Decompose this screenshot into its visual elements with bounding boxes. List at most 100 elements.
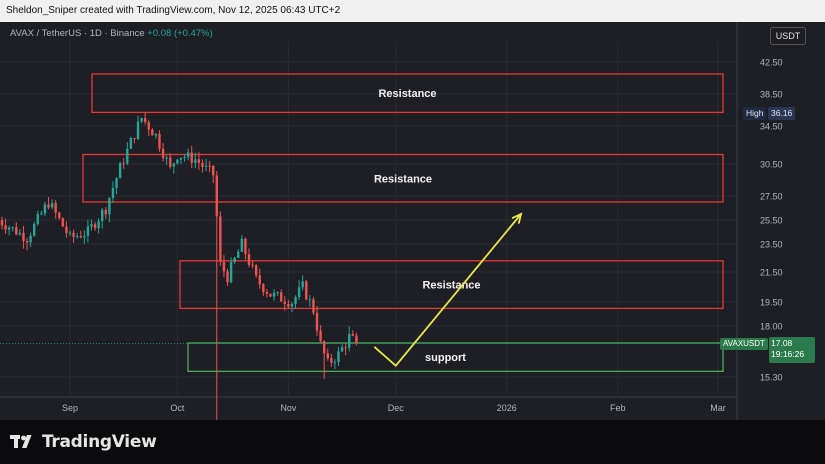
candle-body — [72, 232, 75, 237]
candle-body — [11, 227, 14, 229]
tradingview-logo[interactable]: TradingView — [10, 432, 157, 452]
candle-body — [237, 251, 240, 258]
candle-body — [344, 347, 347, 349]
y-tick-label: 30.50 — [760, 160, 783, 170]
candle-body — [219, 216, 222, 262]
candle-body — [115, 178, 118, 188]
y-tick-label: 21.50 — [760, 268, 783, 278]
candle-body — [290, 303, 294, 307]
last-price: 17.08 — [771, 338, 793, 348]
candle-body — [283, 301, 286, 305]
candle-body — [340, 347, 344, 352]
candle-body — [262, 284, 265, 293]
candle-body — [22, 232, 25, 241]
y-tick-label: 25.50 — [760, 216, 783, 226]
footer — [0, 420, 825, 464]
candle-body — [140, 118, 143, 122]
y-tick-label: 42.50 — [760, 58, 783, 68]
candle-body — [158, 133, 161, 149]
candle-body — [101, 209, 104, 222]
candle-body — [355, 335, 358, 344]
candle-body — [126, 148, 129, 164]
candle-body — [25, 240, 29, 243]
y-tick-label: 34.50 — [760, 122, 783, 132]
candle-body — [33, 223, 36, 236]
candle-body — [319, 330, 322, 342]
y-tick-label: 18.00 — [760, 322, 783, 332]
candle-body — [322, 341, 326, 354]
y-tick-label: 15.30 — [760, 373, 783, 383]
candle-body — [143, 118, 147, 123]
support-zone — [187, 342, 724, 372]
candle-body — [122, 163, 125, 165]
candle-body — [280, 292, 283, 302]
candle-body — [86, 226, 90, 236]
candle-body — [244, 238, 247, 255]
x-tick-label: Sep — [62, 403, 78, 413]
x-tick-label: Oct — [170, 403, 185, 413]
countdown: 19:16:26 — [771, 349, 805, 359]
candle-body — [272, 292, 276, 297]
y-tick-label: 23.50 — [760, 240, 783, 250]
candle-body — [7, 227, 11, 230]
y-tick-label: 38.50 — [760, 90, 783, 100]
candle-body — [337, 351, 340, 363]
candle-body — [90, 224, 93, 227]
zone-label: support — [425, 352, 466, 364]
candle-body — [108, 197, 111, 215]
candle-body — [40, 213, 43, 215]
candle-body — [179, 157, 183, 160]
candle-body — [204, 165, 208, 167]
candle-body — [65, 226, 68, 234]
candle-body — [165, 157, 168, 159]
candle-body — [50, 203, 54, 208]
x-tick-label: Nov — [280, 403, 297, 413]
candle-body — [326, 353, 329, 359]
zone-label: Resistance — [378, 88, 436, 100]
candle-body — [136, 121, 140, 139]
candle-body — [197, 159, 201, 163]
brand-name: TradingView — [42, 432, 157, 452]
candle-body — [294, 297, 297, 304]
candle-body — [104, 209, 107, 215]
candle-body — [315, 312, 319, 331]
price-symbol-tag: AVAXUSDT — [720, 338, 768, 350]
candle-body — [265, 292, 269, 294]
candle-body — [15, 227, 18, 235]
x-tick-label: Feb — [610, 403, 626, 413]
candle-body — [151, 129, 154, 136]
candle-body — [258, 275, 261, 285]
candle-body — [68, 232, 72, 234]
candle-body — [176, 159, 179, 164]
candle-body — [61, 218, 65, 227]
candle-body — [305, 281, 308, 300]
projection-arrowhead — [511, 212, 523, 224]
candle-body — [215, 175, 218, 217]
candle-body — [240, 238, 244, 252]
candle-body — [58, 212, 61, 219]
tradingview-logo-icon — [10, 435, 32, 448]
symbol-title: AVAX / TetherUS · 1D · Binance — [10, 28, 145, 39]
candle-body — [36, 214, 39, 224]
x-tick-label: 2026 — [497, 403, 517, 413]
candle-body — [118, 163, 122, 179]
resistance-zone — [179, 260, 724, 310]
candle-body — [79, 236, 82, 238]
zone-label: Resistance — [422, 280, 480, 292]
candle-body — [172, 163, 176, 167]
zone-label: Resistance — [374, 173, 432, 185]
candle-body — [226, 271, 229, 283]
projection-line — [373, 213, 522, 367]
currency-button[interactable]: USDT — [770, 27, 806, 45]
candle-body — [93, 224, 97, 229]
candle-body — [308, 299, 312, 301]
candle-body — [169, 157, 172, 167]
candle-body — [147, 122, 150, 130]
x-tick-label: Mar — [710, 403, 726, 413]
candle-body — [154, 133, 158, 136]
candle-body — [208, 165, 211, 167]
candle-body — [201, 162, 204, 167]
candle-body — [161, 148, 165, 159]
